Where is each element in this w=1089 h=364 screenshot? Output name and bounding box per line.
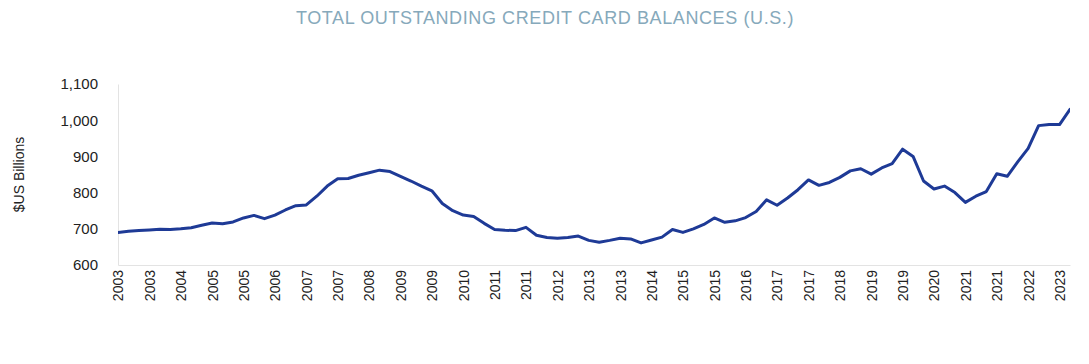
x-axis: 2003 2003 2004 2005 2005 2006 2007 2007 2008 2009…: [110, 265, 1070, 301]
y-tick: 900: [73, 148, 118, 165]
y-tick-label: 1,100: [60, 75, 98, 92]
x-tick: 2005: [236, 265, 252, 301]
x-tick-label: 2003: [142, 270, 158, 301]
y-axis-title: $US Billions: [11, 137, 27, 212]
x-axis-line: [119, 265, 1071, 266]
x-tick-label: 2016: [738, 270, 754, 301]
x-tick-label: 2017: [801, 270, 817, 301]
x-tick-label: 2011: [518, 270, 534, 300]
x-tick-label: 2007: [299, 270, 315, 301]
x-tick: 2019: [864, 265, 880, 301]
x-tick-label: 2017: [769, 270, 785, 301]
x-tick-label: 2019: [864, 270, 880, 301]
y-tick-label: 1,000: [60, 112, 98, 129]
x-tick-label: 2013: [581, 270, 597, 301]
x-tick: 2005: [205, 265, 221, 301]
x-tick-label: 2004: [173, 270, 189, 301]
x-tick: 2014: [644, 265, 660, 301]
x-tick: 2016: [738, 265, 754, 301]
y-tick-label: 600: [73, 256, 98, 273]
data-line: [118, 109, 1070, 243]
x-tick: 2009: [424, 265, 440, 301]
x-tick: 2015: [675, 265, 691, 301]
x-tick: 2011: [487, 265, 503, 300]
x-tick-label: 2020: [926, 270, 942, 301]
x-tick: 2017: [801, 265, 817, 301]
x-tick: 2018: [832, 265, 848, 301]
x-tick: 2021: [958, 265, 974, 301]
y-axis-line: [118, 85, 119, 266]
x-tick-label: 2015: [675, 270, 691, 301]
x-tick: 2010: [456, 265, 472, 301]
y-tick: 1,000: [60, 112, 118, 129]
x-tick-label: 2005: [236, 270, 252, 301]
y-axis: 600 700 800 900 1,000 1,100: [60, 75, 118, 273]
x-tick-label: 2014: [644, 270, 660, 301]
plot-area: [118, 109, 1070, 243]
x-tick: 2004: [173, 265, 189, 301]
x-tick-label: 2012: [550, 270, 566, 301]
x-tick-label: 2009: [393, 270, 409, 301]
x-tick-label: 2021: [989, 270, 1005, 301]
x-tick: 2022: [1021, 265, 1037, 301]
chart-svg: TOTAL OUTSTANDING CREDIT CARD BALANCES (…: [0, 0, 1089, 364]
x-tick-label: 2011: [487, 270, 503, 300]
x-tick-label: 2021: [958, 270, 974, 301]
x-tick: 2013: [613, 265, 629, 301]
x-tick-label: 2019: [895, 270, 911, 301]
y-tick-label: 700: [73, 220, 98, 237]
x-tick: 2006: [267, 265, 283, 301]
x-tick-label: 2005: [205, 270, 221, 301]
x-tick: 2009: [393, 265, 409, 301]
x-tick-label: 2018: [832, 270, 848, 301]
y-tick: 700: [73, 220, 118, 237]
x-tick: 2020: [926, 265, 942, 301]
x-tick-label: 2003: [110, 270, 126, 301]
y-tick: 800: [73, 184, 118, 201]
x-tick: 2007: [299, 265, 315, 301]
chart-container: TOTAL OUTSTANDING CREDIT CARD BALANCES (…: [0, 0, 1089, 364]
y-tick-label: 800: [73, 184, 98, 201]
x-tick-label: 2013: [613, 270, 629, 301]
x-tick-label: 2009: [424, 270, 440, 301]
x-tick-label: 2006: [267, 270, 283, 301]
x-tick: 2003: [142, 265, 158, 301]
x-tick: 2021: [989, 265, 1005, 301]
x-tick: 2019: [895, 265, 911, 301]
x-tick: 2003: [110, 265, 126, 301]
x-tick-label: 2023: [1052, 270, 1068, 301]
x-tick: 2012: [550, 265, 566, 301]
x-tick: 2007: [330, 265, 346, 301]
y-tick: 1,100: [60, 75, 118, 92]
x-tick: 2015: [707, 265, 723, 301]
x-tick: 2011: [518, 265, 534, 300]
x-tick: 2013: [581, 265, 597, 301]
x-tick-label: 2022: [1021, 270, 1037, 301]
x-tick: 2017: [769, 265, 785, 301]
x-tick: 2008: [361, 265, 377, 301]
x-tick-label: 2010: [456, 270, 472, 301]
y-tick-label: 900: [73, 148, 98, 165]
x-tick: 2023: [1052, 265, 1068, 301]
x-tick-label: 2007: [330, 270, 346, 301]
x-tick-label: 2015: [707, 270, 723, 301]
x-tick-label: 2008: [361, 270, 377, 301]
chart-title: TOTAL OUTSTANDING CREDIT CARD BALANCES (…: [296, 8, 794, 28]
